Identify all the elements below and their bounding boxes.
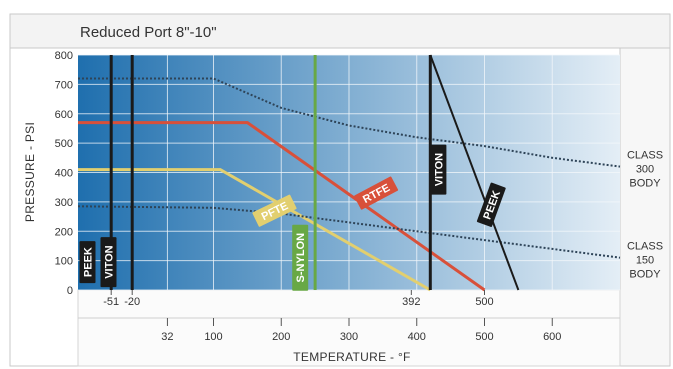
- y-tick-label: 400: [55, 168, 73, 180]
- class-label-text: 150: [636, 255, 654, 267]
- y-tick-label: 200: [55, 226, 73, 238]
- x-tick-bottom-label: 500: [475, 331, 493, 343]
- class-label-text: CLASS: [627, 241, 663, 253]
- x-tick-bottom-label: 32: [161, 331, 173, 343]
- x-tick-top-label: 500: [475, 296, 493, 308]
- class-label-text: BODY: [629, 269, 661, 281]
- x-tick-bottom-label: 400: [408, 331, 426, 343]
- x-tick-top-label: 392: [402, 296, 420, 308]
- class-label-text: CLASS: [627, 150, 663, 162]
- line-label-box: [292, 224, 309, 291]
- line-label-box: [354, 176, 399, 210]
- x-tick-bottom-label: 300: [340, 331, 358, 343]
- line-label-box: [476, 182, 506, 227]
- line-label-text: VITON: [433, 153, 445, 186]
- limit-lines: [109, 54, 520, 291]
- chart-title: Reduced Port 8"-10": [80, 24, 217, 41]
- class-label-text: 300: [636, 164, 654, 176]
- line-label: PEEK: [79, 241, 96, 284]
- x-tick-top-label: -51: [103, 296, 119, 308]
- x-tick-bottom-label: 200: [272, 331, 290, 343]
- x-axis-title: TEMPERATURE - °F: [293, 350, 410, 364]
- line-label: VITON: [430, 144, 447, 195]
- line-label-text: PEEK: [83, 247, 95, 277]
- series-line: [78, 168, 432, 292]
- line-label-box: [430, 144, 447, 195]
- y-tick-label: 600: [55, 109, 73, 121]
- title-band: [9, 13, 671, 49]
- y-axis-title: PRESSURE - PSI: [23, 122, 37, 222]
- y-tick-label: 700: [55, 79, 73, 91]
- series-group: [77, 77, 621, 292]
- series-line: [77, 205, 621, 259]
- y-tick-label: 0: [67, 285, 73, 297]
- series-line: [78, 121, 486, 292]
- line-label-text: VITON: [104, 245, 116, 278]
- line-label-text: S-NYLON: [295, 233, 307, 283]
- grid: [78, 54, 620, 291]
- line-label-box: [252, 194, 297, 227]
- ticks: 0 100 200 300 400 500 600 700 800 -51 -20 392 500 32 1…: [55, 50, 620, 343]
- line-label: S-NYLON: [292, 224, 309, 291]
- class-label-panel: [619, 47, 671, 367]
- line-label: VITON: [100, 237, 117, 288]
- line-label-box: [79, 241, 96, 284]
- peek-line: [429, 54, 520, 291]
- y-tick-label: 800: [55, 50, 73, 62]
- x-tick-top-label: -20: [124, 296, 140, 308]
- x-tick-bottom-label: 100: [204, 331, 222, 343]
- series-line: [78, 77, 621, 168]
- y-tick-label: 100: [55, 256, 73, 268]
- y-tick-label: 500: [55, 138, 73, 150]
- line-label-box: [100, 237, 117, 288]
- x-tick-bottom-label: 600: [543, 331, 561, 343]
- class-label-text: BODY: [629, 178, 661, 190]
- y-tick-label: 300: [55, 197, 73, 209]
- class-labels: CLASS 300 BODY CLASS 150 BODY: [627, 150, 663, 281]
